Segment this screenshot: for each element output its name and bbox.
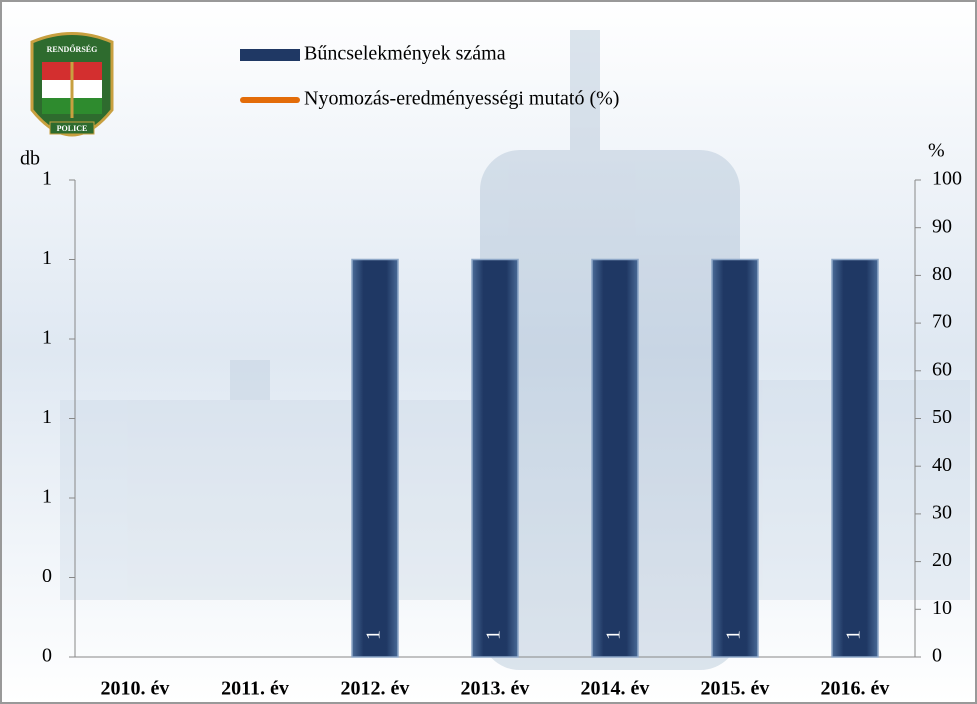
- logo-bottom-text: POLICE: [57, 124, 88, 133]
- data-label: 1: [483, 630, 505, 640]
- y2-tick-label: 30: [932, 501, 952, 523]
- y-tick-label: 0: [42, 565, 52, 587]
- data-label: 1: [723, 630, 745, 640]
- y-axis-label: db: [20, 148, 40, 170]
- y2-axis-label: %: [928, 140, 945, 162]
- logo-top-text: RENDŐRSÉG: [47, 44, 98, 54]
- y2-tick-label: 90: [932, 215, 952, 237]
- legend-swatch: [240, 49, 300, 61]
- y2-tick-label: 100: [932, 168, 962, 190]
- data-label: 1: [843, 630, 865, 640]
- legend-label: Nyomozás-eredményességi mutató (%): [304, 88, 619, 110]
- bar: [471, 258, 519, 658]
- y-tick-label: 1: [42, 406, 52, 428]
- x-tick-label: 2011. év: [221, 678, 289, 700]
- bar: [591, 258, 639, 658]
- y-tick-label: 1: [42, 168, 52, 190]
- x-tick-label: 2015. év: [701, 678, 770, 700]
- y-tick-label: 1: [42, 247, 52, 269]
- bar: [711, 258, 759, 658]
- y2-tick-label: 40: [932, 454, 952, 476]
- y2-tick-label: 60: [932, 358, 952, 380]
- bar: [831, 258, 879, 658]
- legend-label: Bűncselekmények száma: [304, 43, 506, 65]
- y-tick-label: 1: [42, 327, 52, 349]
- data-label: 1: [603, 630, 625, 640]
- y2-tick-label: 10: [932, 597, 952, 619]
- y2-tick-label: 20: [932, 549, 952, 571]
- y-tick-label: 1: [42, 486, 52, 508]
- logo: RENDŐRSÉG POLICE: [30, 32, 114, 137]
- y2-tick-label: 0: [932, 645, 942, 667]
- x-tick-label: 2016. év: [821, 678, 890, 700]
- legend-swatch: [240, 97, 300, 103]
- data-label: 1: [363, 630, 385, 640]
- x-tick-label: 2010. év: [101, 678, 170, 700]
- x-tick-label: 2013. év: [461, 678, 530, 700]
- x-tick-label: 2012. év: [341, 678, 410, 700]
- y2-tick-label: 80: [932, 263, 952, 285]
- x-tick-label: 2014. év: [581, 678, 650, 700]
- y-tick-label: 0: [42, 645, 52, 667]
- y2-tick-label: 50: [932, 406, 952, 428]
- bar: [351, 258, 399, 658]
- y2-tick-label: 70: [932, 311, 952, 333]
